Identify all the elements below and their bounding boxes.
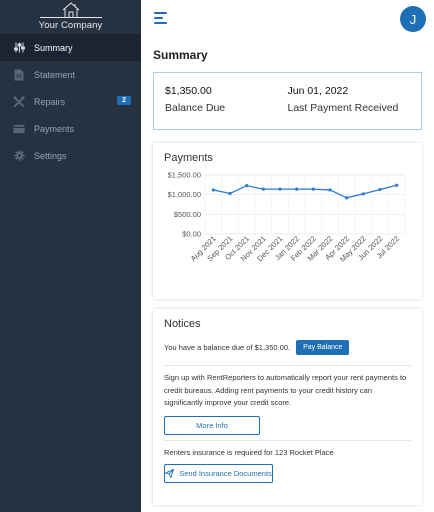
page-title: Summary	[153, 48, 208, 62]
payments-title: Payments	[164, 152, 213, 164]
y-tick-label: $500.00	[174, 210, 201, 219]
data-point	[395, 183, 399, 187]
logo-text: Your Company	[38, 20, 103, 31]
divider	[164, 365, 411, 366]
sliders-icon	[13, 42, 25, 54]
content: Summary $1,350.00 Balance Due Jun 01, 20…	[141, 38, 434, 512]
sidebar: Your Company Summary Statement Repairs 2	[0, 0, 141, 512]
sidebar-item-label: Settings	[34, 150, 67, 161]
summary-card: $1,350.00 Balance Due Jun 01, 2022 Last …	[153, 72, 422, 130]
series-line	[213, 184, 397, 199]
hamburger-icon[interactable]	[154, 12, 168, 24]
pay-balance-button[interactable]: Pay Balance	[296, 339, 350, 355]
last-payment-label: Last Payment Received	[287, 102, 399, 114]
avatar[interactable]: J	[400, 6, 426, 32]
insurance-text: Renters insurance is required for	[164, 447, 273, 457]
gear-icon	[13, 150, 25, 162]
insurance-address: 123 Rocket Place	[274, 447, 334, 457]
balance-label: Balance Due	[165, 102, 226, 114]
data-point	[261, 187, 265, 191]
balance-notice-text: You have a balance due of $1,350.00.	[164, 342, 291, 352]
send-insurance-documents-button[interactable]: Send Insurance Documents	[164, 464, 273, 483]
y-tick-label: $1,500.00	[168, 171, 201, 180]
notices-title: Notices	[164, 318, 201, 330]
data-point	[295, 187, 299, 191]
notices-card: Notices You have a balance due of $1,350…	[153, 309, 422, 505]
sidebar-item-label: Summary	[34, 42, 73, 53]
data-point	[311, 187, 315, 191]
sidebar-item-label: Payments	[34, 123, 75, 134]
sidebar-item-repairs[interactable]: Repairs 2	[0, 88, 141, 115]
data-point	[345, 196, 349, 200]
data-point	[211, 188, 215, 192]
sidebar-item-label: Statement	[34, 69, 76, 80]
top-bar: J	[141, 0, 434, 38]
data-point	[378, 187, 382, 192]
sidebar-item-label: Repairs	[34, 96, 66, 107]
tools-icon	[13, 95, 25, 108]
balance-summary: $1,350.00 Balance Due	[165, 85, 288, 117]
last-payment-summary: Jun 01, 2022 Last Payment Received	[288, 85, 411, 117]
balance-notice: You have a balance due of $1,350.00. Pay…	[164, 334, 411, 360]
sidebar-item-statement[interactable]: Statement	[0, 61, 141, 88]
company-logo[interactable]: Your Company	[0, 0, 141, 34]
send-insurance-label: Send Insurance Documents	[179, 469, 272, 478]
paper-plane-icon	[165, 469, 175, 478]
y-tick-label: $1,000.00	[168, 190, 201, 199]
balance-value: $1,350.00	[165, 85, 212, 97]
more-info-button[interactable]: More Info	[164, 415, 260, 435]
repairs-count-badge: 2	[117, 96, 131, 105]
payments-card: Payments $1,500.00 $1,000.00 $500.00 $0.00 A…	[153, 143, 422, 299]
rent-reporters-text: Sign up with RentReporters to automatica…	[164, 373, 407, 407]
sidebar-item-payments[interactable]: Payments	[0, 115, 141, 142]
main-area: J Summary $1,350.00 Balance Due Jun 01, …	[141, 0, 434, 512]
data-point	[361, 192, 365, 196]
insurance-notice: Renters insurance is required for 123 Ro…	[164, 447, 411, 460]
data-point	[328, 188, 332, 192]
last-payment-value: Jun 01, 2022	[287, 85, 349, 97]
credit-card-icon	[13, 123, 25, 135]
document-icon	[13, 69, 25, 81]
data-point	[228, 191, 232, 196]
sidebar-item-summary[interactable]: Summary	[0, 34, 141, 61]
divider	[164, 439, 411, 441]
house-logo-icon	[39, 2, 102, 18]
data-point	[278, 187, 282, 191]
sidebar-item-settings[interactable]: Settings	[0, 142, 141, 169]
y-tick-label: $0.00	[182, 230, 201, 239]
sidebar-nav: Summary Statement Repairs 2 Payments S	[0, 34, 141, 169]
data-point	[245, 184, 249, 188]
